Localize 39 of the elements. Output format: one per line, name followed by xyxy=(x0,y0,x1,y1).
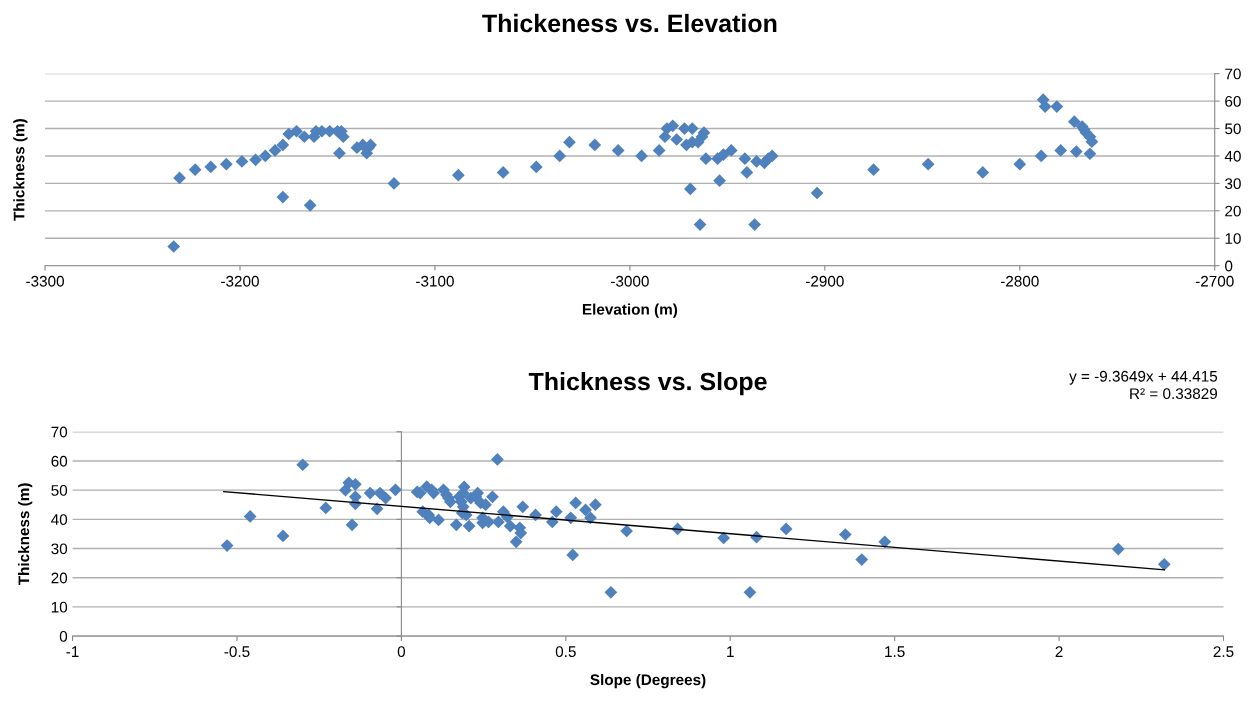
y-tick-label: 20 xyxy=(51,572,68,584)
text: y = -9.3649x + 44.415 xyxy=(1069,370,1218,385)
x-tick-label: 0 xyxy=(397,646,406,658)
y-tick-label: 0 xyxy=(59,630,68,642)
y-tick-label: 60 xyxy=(51,455,68,467)
x-tick-label: -3200 xyxy=(221,275,259,287)
text: R² = 0.33829 xyxy=(1130,388,1217,400)
chart-title: Thickeness vs. Elevation xyxy=(482,13,777,33)
y-tick-label: 40 xyxy=(1224,150,1241,162)
y-tick-label: 60 xyxy=(1225,95,1241,107)
x-tick-label: 0.5 xyxy=(555,646,576,658)
y-tick-label: 50 xyxy=(1225,123,1241,135)
y-tick-label: 30 xyxy=(1225,178,1241,190)
x-tick-label: 1 xyxy=(727,646,734,657)
x-tick-label: -0.5 xyxy=(224,646,250,658)
y-tick-label: 70 xyxy=(1225,68,1241,80)
chart-title: Thickness vs. Slope xyxy=(528,371,767,396)
x-tick-label: 2 xyxy=(1055,646,1063,657)
x-tick-label: 1.5 xyxy=(885,646,905,658)
y-tick-label: 20 xyxy=(1225,205,1241,217)
y-tick-label: 10 xyxy=(51,601,68,613)
y-tick-label: 0 xyxy=(1225,260,1233,272)
x-tick-label: -2700 xyxy=(1195,275,1234,287)
y-axis-title: Thickness (m) xyxy=(13,119,28,221)
y-tick-label: 10 xyxy=(1225,233,1241,244)
x-tick-label: -1 xyxy=(66,646,79,657)
x-tick-label: -2800 xyxy=(1000,275,1039,287)
x-tick-label: -3000 xyxy=(611,275,649,287)
x-axis-title: Slope (Degrees) xyxy=(590,673,706,689)
x-tick-label: -3100 xyxy=(416,275,454,287)
x-tick-label: -2900 xyxy=(805,275,844,287)
y-tick-label: 70 xyxy=(51,426,68,438)
y-axis-title: Thickness (m) xyxy=(18,483,33,586)
x-tick-label: -3300 xyxy=(26,275,64,287)
y-tick-label: 50 xyxy=(51,485,68,496)
y-tick-label: 40 xyxy=(51,514,68,526)
x-axis-title: Elevation (m) xyxy=(582,303,678,318)
x-tick-label: 2.5 xyxy=(1213,646,1234,658)
y-tick-label: 30 xyxy=(51,543,68,555)
